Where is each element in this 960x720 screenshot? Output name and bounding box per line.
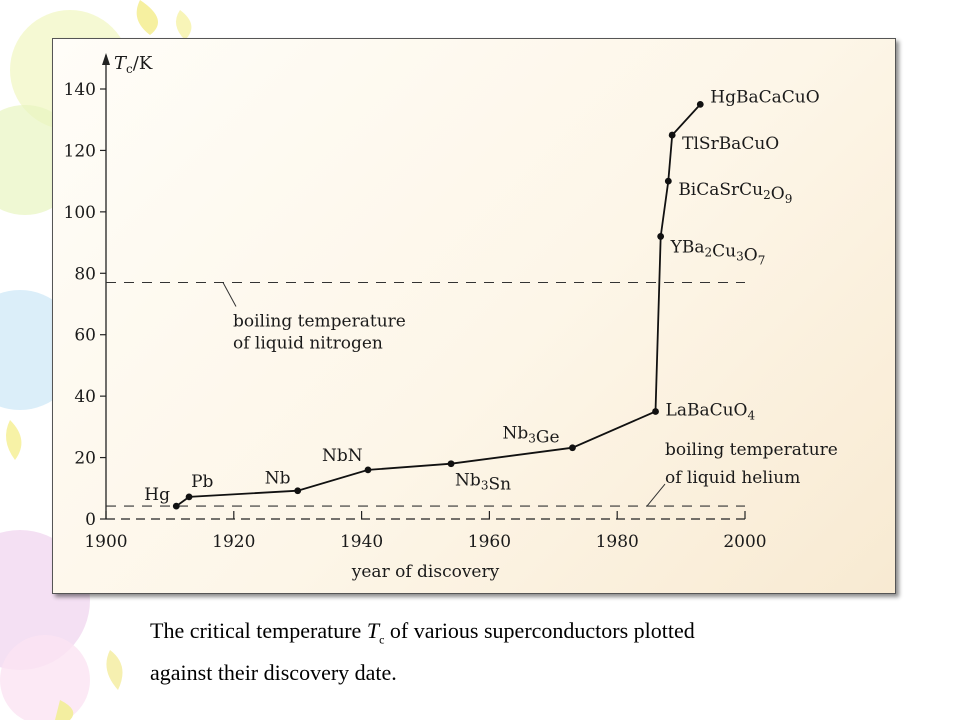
point-label: Nb3Sn [455, 471, 511, 495]
point-label: NbN [322, 446, 363, 466]
y-tick-label: 20 [74, 449, 96, 469]
nitrogen-label-line-1: boiling temperature [233, 312, 406, 332]
y-tick-label: 120 [64, 141, 96, 161]
data-point [696, 100, 704, 108]
nitrogen-label-leader [222, 282, 237, 307]
data-point [652, 408, 659, 415]
decor-leaf [106, 650, 123, 690]
decor-bubble [0, 635, 90, 720]
data-point [172, 502, 180, 510]
y-axis-label: Tc/K [114, 53, 153, 76]
data-point [569, 444, 576, 452]
y-tick-label: 80 [74, 264, 96, 284]
decor-leaf [136, 0, 158, 35]
helium-label-line-2: of liquid helium [665, 468, 800, 488]
data-point [668, 131, 676, 139]
decor-leaf [55, 700, 74, 720]
chart: 0 20 40 60 80 100 120 140 1900 1920 1940 1960 1980 20… [64, 53, 838, 582]
x-tick-label: 1940 [340, 532, 383, 552]
point-label: TlSrBaCuO [682, 134, 779, 154]
caption-symbol: T [366, 618, 380, 643]
x-tick-label: 2000 [723, 532, 766, 552]
caption-text-post: of various superconductors plotted [384, 618, 695, 643]
decor-leaf [6, 420, 22, 460]
helium-label-line-1: boiling temperature [665, 440, 838, 460]
y-tick-label: 100 [64, 203, 96, 223]
point-label: YBa2Cu3O7 [670, 237, 766, 267]
point-label: Hg [144, 485, 170, 505]
caption-line-2: against their discovery date. [150, 660, 397, 686]
x-tick-label: 1900 [84, 532, 127, 552]
helium-label-leader [646, 483, 666, 507]
x-tick-label: 1960 [468, 532, 511, 552]
point-label: HgBaCaCuO [710, 87, 819, 107]
data-point [657, 233, 665, 240]
x-tick-label: 1980 [596, 532, 639, 552]
series-line [175, 103, 701, 507]
caption-text-pre: The critical temperature [150, 618, 367, 643]
nitrogen-label-line-2: of liquid nitrogen [233, 334, 383, 354]
data-point [447, 460, 455, 468]
figure-caption: The critical temperature Tc of various s… [150, 614, 870, 690]
y-axis-arrow [102, 53, 110, 65]
caption-symbol-subscript: c [379, 632, 385, 647]
y-tick-label: 60 [74, 326, 96, 346]
x-tick-label: 1920 [212, 532, 255, 552]
data-point [664, 177, 672, 185]
y-tick-label: 0 [85, 510, 96, 530]
y-tick-label: 140 [64, 80, 96, 100]
point-label: Pb [191, 472, 213, 492]
data-point [364, 466, 372, 474]
chart-panel: 0 20 40 60 80 100 120 140 1900 1920 1940 1960 1980 20… [52, 38, 896, 594]
y-tick-label: 40 [74, 387, 96, 407]
point-label: Nb [265, 469, 291, 489]
data-point [185, 493, 193, 501]
x-axis-label: year of discovery [351, 562, 500, 582]
point-label: BiCaSrCu2O9 [678, 180, 792, 206]
caption-line-1: The critical temperature Tc of various s… [150, 614, 870, 656]
point-label: Nb3Ge [502, 424, 559, 448]
point-label: LaBaCuO4 [666, 401, 756, 423]
data-point [294, 487, 302, 495]
decor-leaf [176, 10, 192, 40]
